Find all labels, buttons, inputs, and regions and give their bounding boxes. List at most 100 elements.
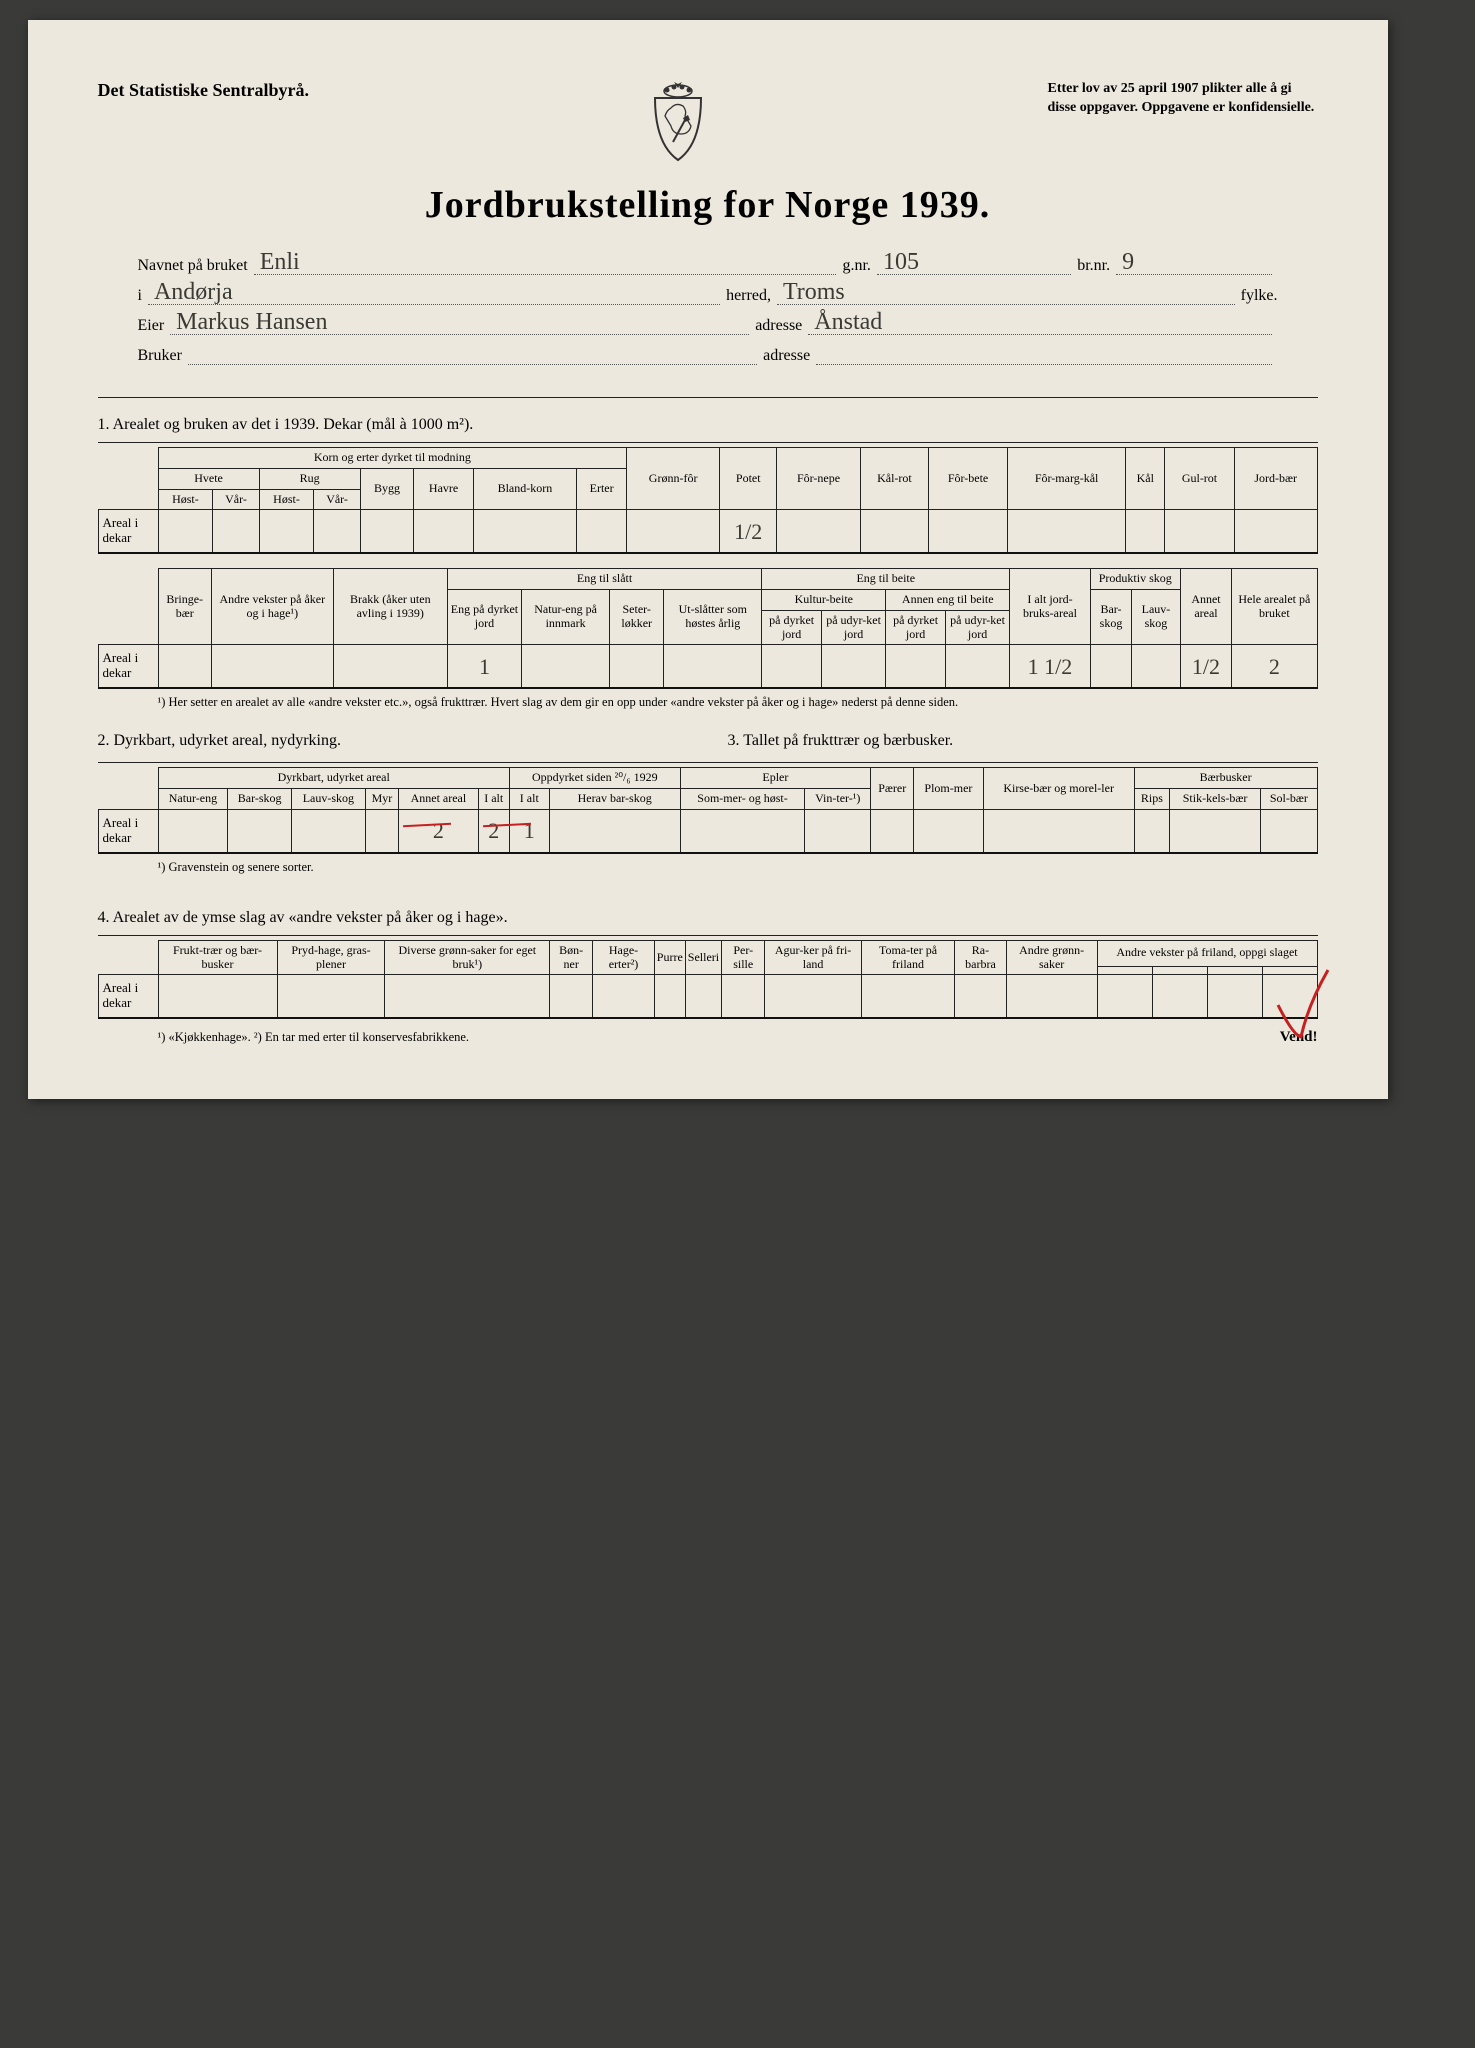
col-engbeite: Eng til beite xyxy=(762,569,1010,590)
eier-label: Eier xyxy=(138,317,165,335)
divider xyxy=(98,442,1318,443)
col-epler: Epler xyxy=(680,768,870,789)
brnr-label: br.nr. xyxy=(1077,257,1110,275)
col-seter: Seter-løkker xyxy=(610,590,664,645)
adr1-label: adresse xyxy=(755,317,802,335)
col-annet: Annet areal xyxy=(1180,569,1232,645)
bruker-label: Bruker xyxy=(138,347,182,365)
col-stikkels: Stik-kels-bær xyxy=(1170,789,1261,810)
col-rabarbra: Ra-barbra xyxy=(955,940,1007,975)
col-bonner: Bøn-ner xyxy=(550,940,593,975)
rowlabel: Areal i dekar xyxy=(98,809,158,852)
coat-of-arms-icon xyxy=(643,80,713,165)
col-bringe: Bringe-bær xyxy=(158,569,211,645)
col-padyr: på dyrket jord xyxy=(762,610,822,645)
law-notice: Etter lov av 25 april 1907 plikter alle … xyxy=(1047,80,1317,118)
document-page: Det Statistiske Sentralbyrå. Etter lov a… xyxy=(28,20,1388,1099)
section4-table: Frukt-trær og bær-busker Pryd-hage, gras… xyxy=(98,940,1318,1019)
brnr-field: 9 xyxy=(1116,255,1271,275)
section2-footnote: ¹) Gravenstein og senere sorter. xyxy=(158,860,1318,875)
col-persille: Per-sille xyxy=(722,940,765,975)
col-host: Høst- xyxy=(259,489,314,510)
section4-footnote: ¹) «Kjøkkenhage». ²) En tar med erter ti… xyxy=(158,1030,470,1045)
col-jordbaer: Jord-bær xyxy=(1234,448,1317,510)
col-tomater: Toma-ter på friland xyxy=(861,940,954,975)
col-agurker: Agur-ker på fri-land xyxy=(765,940,862,975)
col-lauvskog: Lauv-skog xyxy=(292,789,366,810)
eier-field: Markus Hansen xyxy=(170,315,749,335)
val-annet: 1/2 xyxy=(1180,645,1232,688)
val-ialt: 1 1/2 xyxy=(1010,645,1091,688)
col-rips: Rips xyxy=(1134,789,1169,810)
col-kalrot: Kål-rot xyxy=(860,448,929,510)
col-engslatt: Eng til slått xyxy=(447,569,761,590)
fylke-label: fylke. xyxy=(1241,287,1278,305)
adr2-label: adresse xyxy=(763,347,810,365)
col-herav: Herav bar-skog xyxy=(549,789,680,810)
divider xyxy=(98,397,1318,398)
fylke-field: Troms xyxy=(777,285,1235,305)
col-barskog: Bar-skog xyxy=(228,789,292,810)
gnr-field: 105 xyxy=(877,255,1071,275)
col-gulrot: Gul-rot xyxy=(1165,448,1235,510)
red-checkmark-icon xyxy=(1273,965,1333,1045)
header: Det Statistiske Sentralbyrå. Etter lov a… xyxy=(98,80,1318,165)
col-forbete: Fôr-bete xyxy=(929,448,1008,510)
col-plommer: Plom-mer xyxy=(914,768,983,810)
col-korn: Korn og erter dyrket til modning xyxy=(158,448,627,469)
col-padyr: på dyrket jord xyxy=(886,610,946,645)
col-natureng: Natur-eng xyxy=(158,789,228,810)
i-label: i xyxy=(138,287,142,305)
adr1-field: Ånstad xyxy=(808,315,1271,335)
section1-footnote: ¹) Her setter en arealet av alle «andre … xyxy=(158,695,1318,710)
col-andregronn: Andre grønn-saker xyxy=(1006,940,1097,975)
col-oppdyrket: Oppdyrket siden ²⁰/₆ 1929 xyxy=(509,768,680,789)
col-blandkorn: Bland-korn xyxy=(473,468,576,510)
col-lauvskog: Lauv-skog xyxy=(1132,590,1180,645)
col-pryd: Pryd-hage, gras-plener xyxy=(277,940,385,975)
col-havre: Havre xyxy=(414,468,473,510)
col-paudyr: på udyr-ket jord xyxy=(945,610,1009,645)
identity-form: Navnet på bruket Enli g.nr. 105 br.nr. 9… xyxy=(98,255,1318,393)
col-myr: Myr xyxy=(365,789,399,810)
bruket-label: Navnet på bruket xyxy=(138,257,248,275)
section1-table-a: Korn og erter dyrket til modning Grønn-f… xyxy=(98,447,1318,554)
col-friland: Andre vekster på friland, oppgi slaget xyxy=(1097,940,1317,966)
col-selleri: Selleri xyxy=(685,940,721,975)
col-ialtjord: I alt jord-bruks-areal xyxy=(1010,569,1091,645)
val-potet: 1/2 xyxy=(720,510,777,553)
col-prodskog: Produktiv skog xyxy=(1090,569,1180,590)
val-hele: 2 xyxy=(1232,645,1317,688)
section3-title: 3. Tallet på frukttrær og bærbusker. xyxy=(728,732,1318,750)
col-kultur: Kultur-beite xyxy=(762,590,886,611)
col-vinter: Vin-ter-¹) xyxy=(805,789,871,810)
col-hvete: Hvete xyxy=(158,468,259,489)
col-hele: Hele arealet på bruket xyxy=(1232,569,1317,645)
red-strikethrough-icon xyxy=(403,823,451,828)
col-utslat: Ut-slåtter som høstes årlig xyxy=(664,590,762,645)
rowlabel: Areal i dekar xyxy=(98,645,158,688)
col-andre: Andre vekster på åker og i hage¹) xyxy=(211,569,333,645)
adr2-field xyxy=(816,345,1271,365)
col-kal: Kål xyxy=(1126,448,1165,510)
col-engpa: Eng på dyrket jord xyxy=(447,590,521,645)
col-host: Høst- xyxy=(158,489,213,510)
bruker-field xyxy=(188,345,757,365)
section2-3-table: Dyrkbart, udyrket areal Oppdyrket siden … xyxy=(98,767,1318,853)
divider xyxy=(98,935,1318,936)
col-brakk: Brakk (åker uten avling i 1939) xyxy=(333,569,447,645)
col-solbaer: Sol-bær xyxy=(1261,789,1317,810)
col-fornepe: Fôr-nepe xyxy=(777,448,860,510)
col-paudyr: på udyr-ket jord xyxy=(821,610,885,645)
col-kirse: Kirse-bær og morel-ler xyxy=(983,768,1134,810)
col-var: Vår- xyxy=(314,489,360,510)
col-bygg: Bygg xyxy=(360,468,414,510)
col-frukt: Frukt-trær og bær-busker xyxy=(158,940,277,975)
page-title: Jordbrukstelling for Norge 1939. xyxy=(98,183,1318,227)
col-dyrkbart: Dyrkbart, udyrket areal xyxy=(158,768,509,789)
col-annenbeite: Annen eng til beite xyxy=(886,590,1010,611)
col-hageerter: Hage-erter²) xyxy=(593,940,655,975)
val-engpa: 1 xyxy=(447,645,521,688)
divider xyxy=(98,762,1318,763)
col-ialt: I alt xyxy=(478,789,509,810)
